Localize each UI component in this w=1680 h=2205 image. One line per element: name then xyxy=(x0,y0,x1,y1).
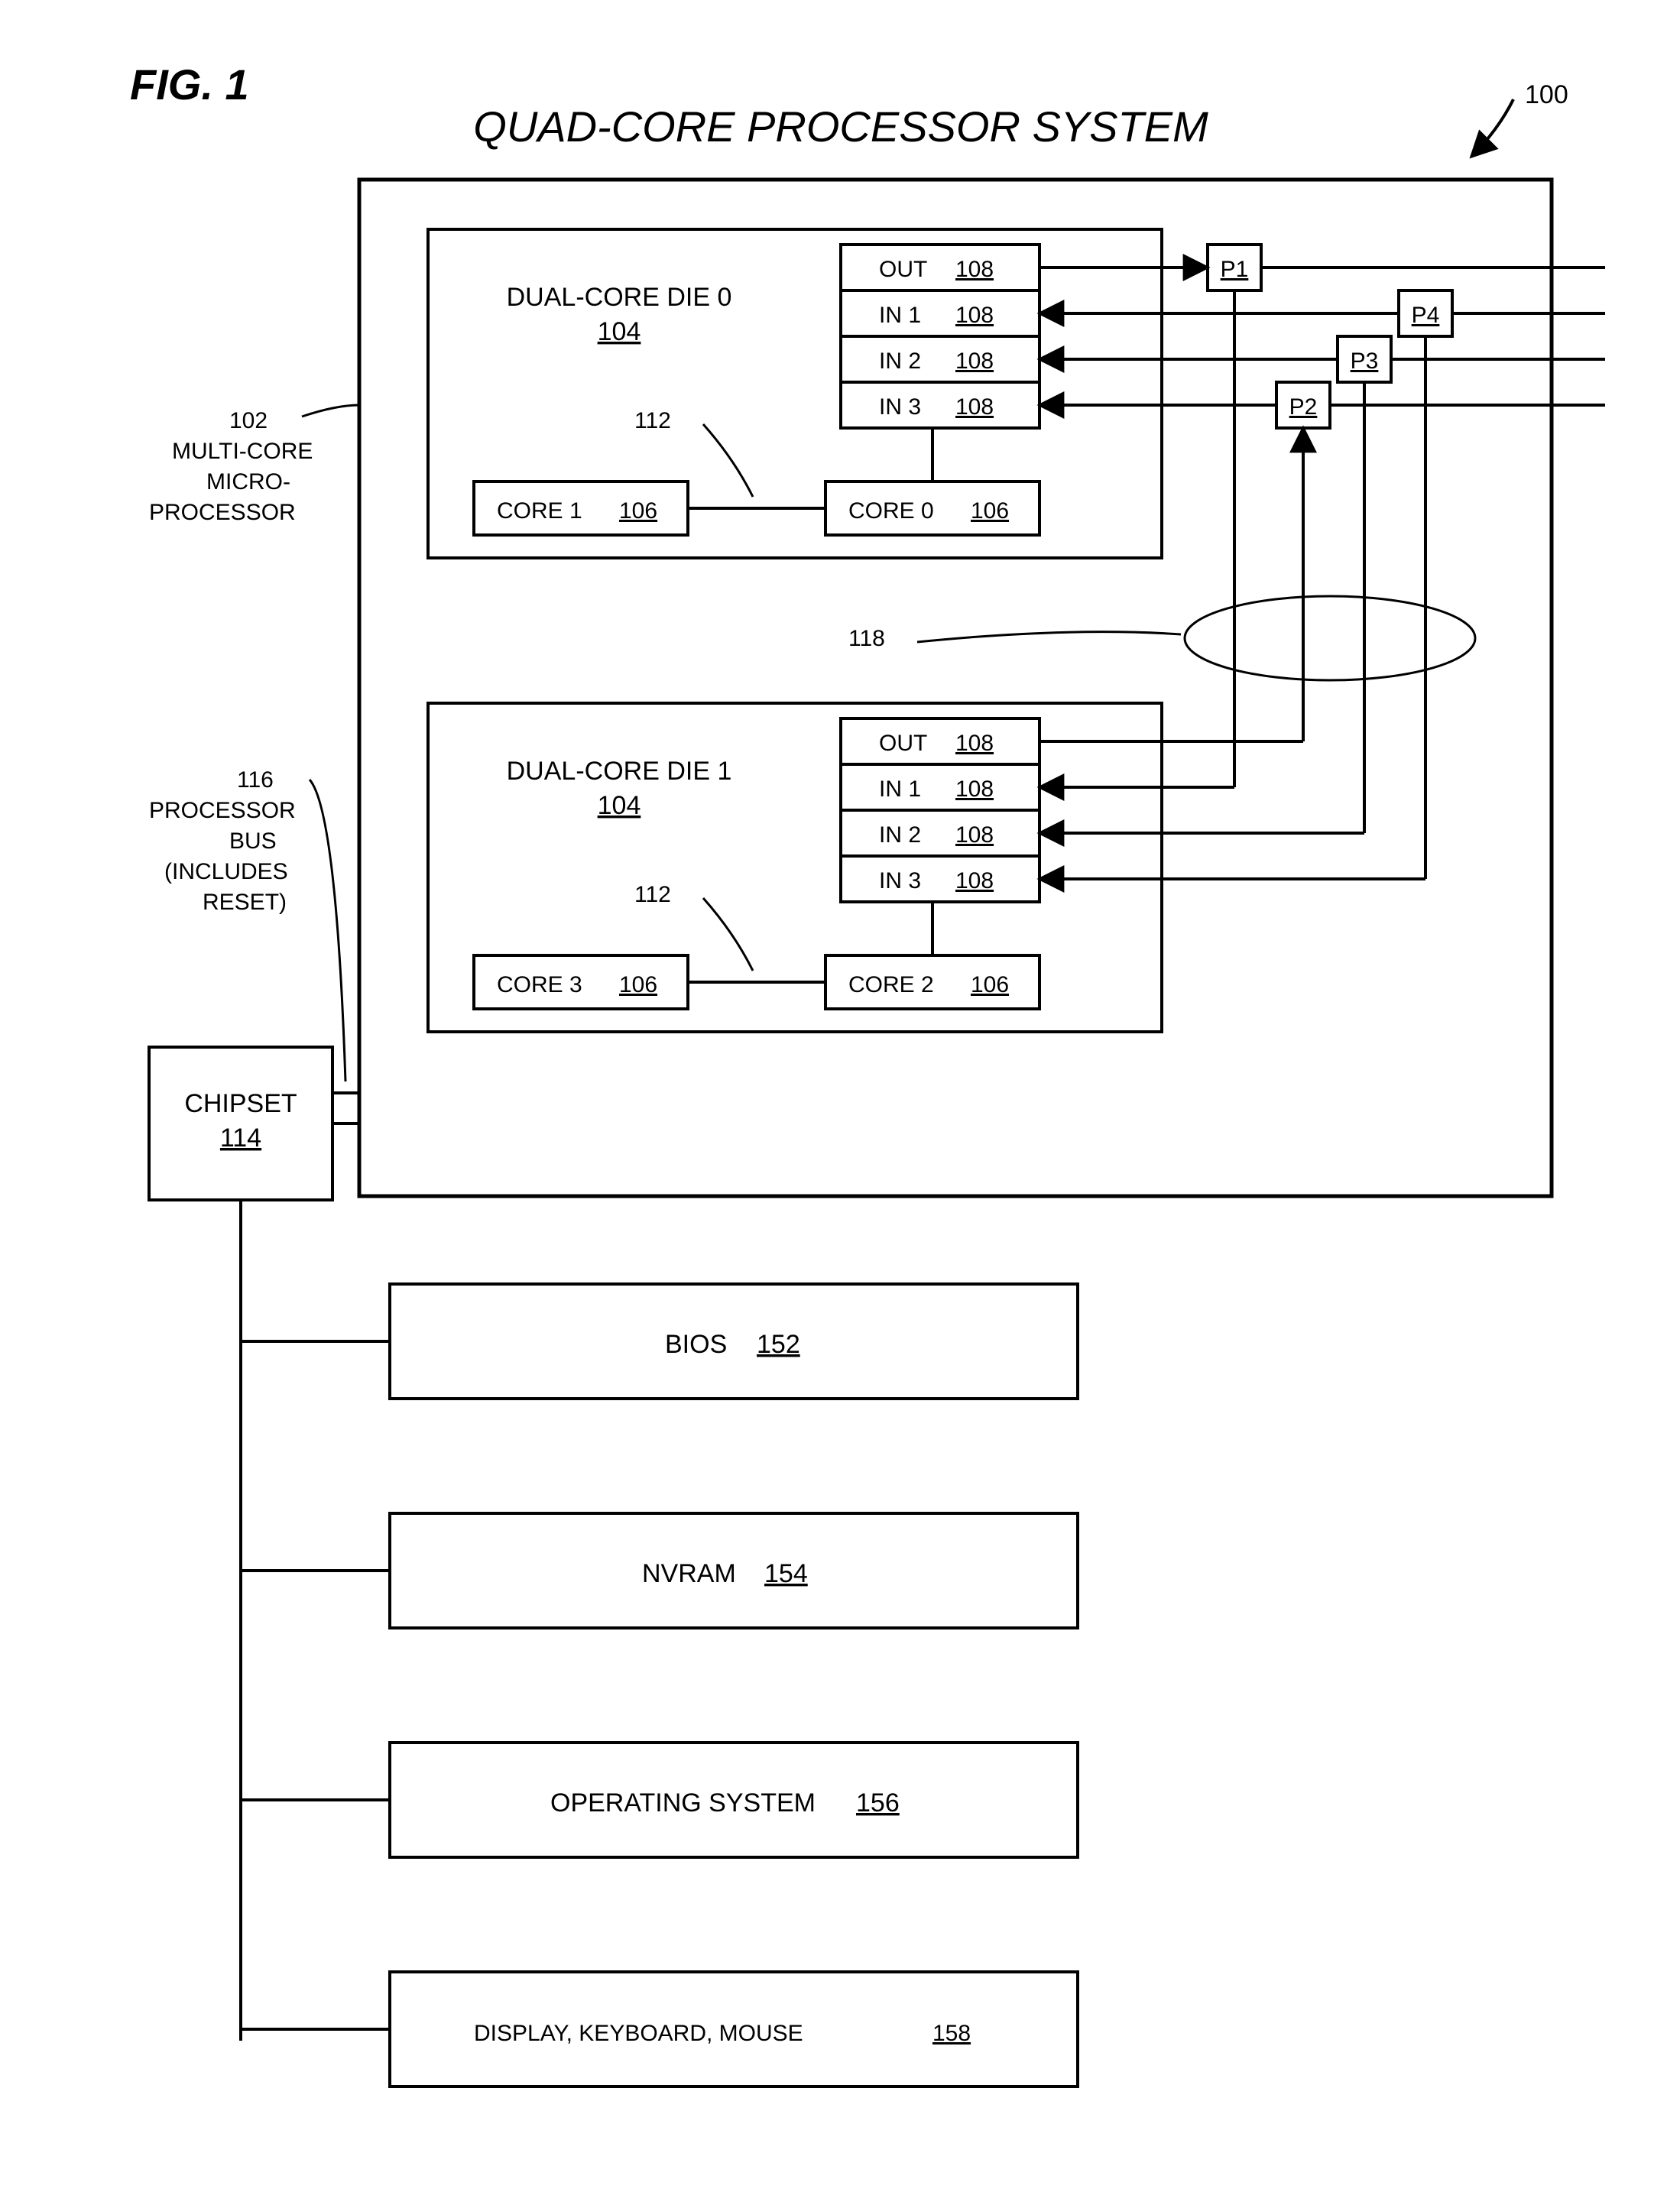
svg-text:IN 1: IN 1 xyxy=(879,777,921,802)
die0-core1: CORE 1 106 xyxy=(474,482,688,535)
die1-core3: CORE 3 106 xyxy=(474,955,688,1009)
svg-text:BIOS: BIOS xyxy=(665,1330,727,1359)
svg-text:NVRAM: NVRAM xyxy=(642,1559,736,1588)
svg-text:P1: P1 xyxy=(1221,257,1249,282)
svg-text:CHIPSET: CHIPSET xyxy=(184,1089,297,1118)
svg-text:IN 3: IN 3 xyxy=(879,394,921,420)
svg-text:CORE 3: CORE 3 xyxy=(497,972,582,997)
svg-text:108: 108 xyxy=(955,731,994,756)
diagram-title: QUAD-CORE PROCESSOR SYSTEM xyxy=(473,102,1208,151)
svg-text:BUS: BUS xyxy=(229,828,277,854)
svg-text:104: 104 xyxy=(598,317,641,346)
svg-text:MICRO-: MICRO- xyxy=(206,469,290,495)
die1-core2: CORE 2 106 xyxy=(825,955,1039,1009)
svg-text:114: 114 xyxy=(220,1124,261,1153)
chipset: CHIPSET 114 xyxy=(149,1047,332,1200)
callout-102: 102 MULTI-CORE MICRO- PROCESSOR xyxy=(149,405,359,525)
svg-text:MULTI-CORE: MULTI-CORE xyxy=(172,439,313,464)
die1-out: OUT 108 xyxy=(841,718,1039,764)
pad-p1: P1 xyxy=(1208,245,1261,290)
die0-out: OUT 108 xyxy=(841,245,1039,290)
die1-in2: IN 2 108 xyxy=(841,810,1039,856)
svg-text:108: 108 xyxy=(955,868,994,893)
svg-text:P2: P2 xyxy=(1289,394,1318,420)
die1-in3: IN 3 108 xyxy=(841,856,1039,902)
svg-text:100: 100 xyxy=(1525,80,1568,109)
callout-116: 116 PROCESSOR BUS (INCLUDES RESET) xyxy=(149,767,345,1081)
pad-p3: P3 xyxy=(1338,336,1391,382)
die0: DUAL-CORE DIE 0 104 OUT 108 IN 1 108 IN … xyxy=(428,229,1162,558)
svg-text:118: 118 xyxy=(848,626,885,651)
svg-text:CORE 2: CORE 2 xyxy=(848,972,934,997)
svg-text:DUAL-CORE DIE 1: DUAL-CORE DIE 1 xyxy=(507,757,732,786)
svg-text:OUT: OUT xyxy=(879,731,927,756)
svg-text:108: 108 xyxy=(955,257,994,282)
svg-text:112: 112 xyxy=(634,408,671,433)
svg-text:IN 3: IN 3 xyxy=(879,868,921,893)
svg-text:P3: P3 xyxy=(1351,349,1379,374)
svg-text:PROCESSOR: PROCESSOR xyxy=(149,798,296,823)
svg-text:IN 2: IN 2 xyxy=(879,349,921,374)
svg-text:156: 156 xyxy=(856,1788,900,1818)
figure-label: FIG. 1 xyxy=(130,60,249,109)
processor-bus xyxy=(332,1093,359,1124)
svg-text:106: 106 xyxy=(971,498,1009,524)
svg-text:106: 106 xyxy=(619,498,657,524)
svg-text:108: 108 xyxy=(955,777,994,802)
svg-text:106: 106 xyxy=(971,972,1009,997)
svg-text:(INCLUDES: (INCLUDES xyxy=(164,859,288,884)
svg-text:P4: P4 xyxy=(1412,303,1440,328)
periph-os: OPERATING SYSTEM 156 xyxy=(241,1743,1078,1857)
svg-text:108: 108 xyxy=(955,349,994,374)
svg-text:104: 104 xyxy=(598,791,641,820)
die0-in3: IN 3 108 xyxy=(841,382,1039,428)
svg-text:116: 116 xyxy=(237,767,274,793)
callout-100: 100 xyxy=(1471,80,1568,157)
svg-text:108: 108 xyxy=(955,394,994,420)
svg-text:152: 152 xyxy=(757,1330,800,1359)
svg-text:108: 108 xyxy=(955,822,994,848)
svg-text:CORE 0: CORE 0 xyxy=(848,498,934,524)
svg-text:106: 106 xyxy=(619,972,657,997)
svg-text:OPERATING SYSTEM: OPERATING SYSTEM xyxy=(550,1788,816,1818)
svg-text:DISPLAY, KEYBOARD, MOUSE: DISPLAY, KEYBOARD, MOUSE xyxy=(474,2021,803,2046)
svg-text:OUT: OUT xyxy=(879,257,927,282)
svg-text:DUAL-CORE DIE 0: DUAL-CORE DIE 0 xyxy=(507,283,732,312)
svg-text:IN 2: IN 2 xyxy=(879,822,921,848)
pad-p2: P2 xyxy=(1276,382,1330,428)
periph-bios: BIOS 152 xyxy=(241,1284,1078,1399)
pad-p4: P4 xyxy=(1399,290,1452,336)
svg-text:154: 154 xyxy=(764,1559,808,1588)
periph-io: DISPLAY, KEYBOARD, MOUSE 158 xyxy=(241,1972,1078,2087)
die0-in1: IN 1 108 xyxy=(841,290,1039,336)
die1: DUAL-CORE DIE 1 104 OUT 108 IN 1 108 IN … xyxy=(428,703,1162,1032)
svg-text:158: 158 xyxy=(932,2021,971,2046)
svg-text:112: 112 xyxy=(634,882,671,907)
die0-in2: IN 2 108 xyxy=(841,336,1039,382)
periph-nvram: NVRAM 154 xyxy=(241,1513,1078,1628)
svg-text:RESET): RESET) xyxy=(203,890,287,915)
die0-core0: CORE 0 106 xyxy=(825,482,1039,535)
svg-text:102: 102 xyxy=(229,408,268,433)
svg-text:IN 1: IN 1 xyxy=(879,303,921,328)
svg-text:108: 108 xyxy=(955,303,994,328)
svg-text:PROCESSOR: PROCESSOR xyxy=(149,500,296,525)
svg-text:CORE 1: CORE 1 xyxy=(497,498,582,524)
die1-in1: IN 1 108 xyxy=(841,764,1039,810)
